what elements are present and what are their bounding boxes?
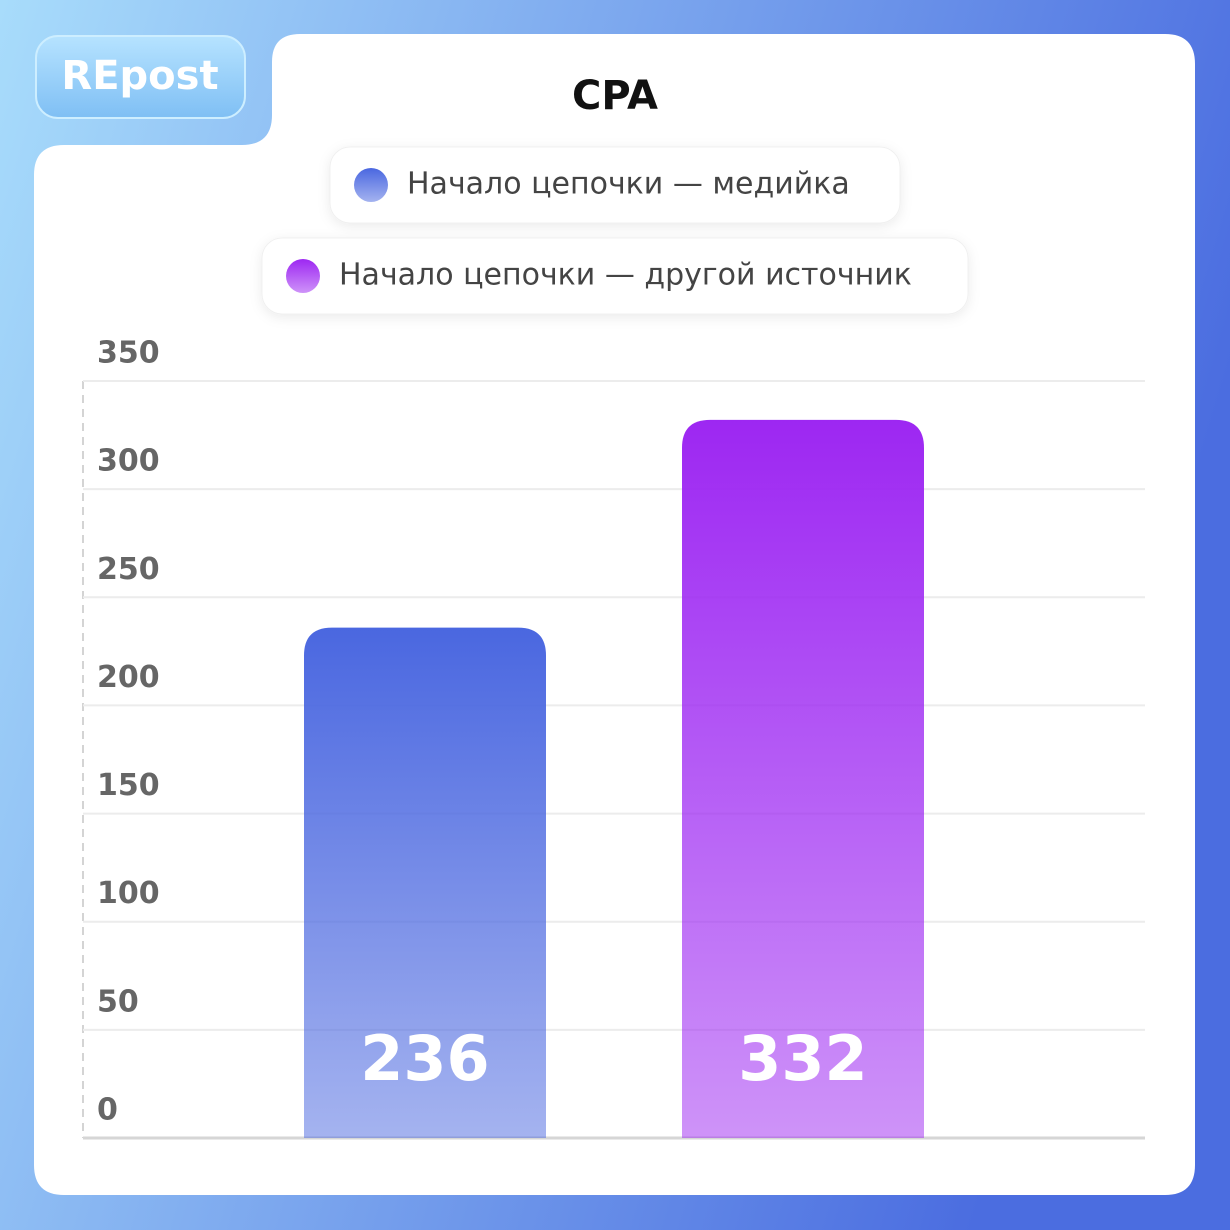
bar xyxy=(304,627,546,1138)
y-tick-label: 100 xyxy=(97,876,160,911)
y-tick-label: 50 xyxy=(97,984,139,1019)
y-tick-label: 250 xyxy=(97,552,160,587)
legend-swatch xyxy=(354,168,388,202)
data-label: 236 xyxy=(360,1022,489,1095)
y-tick-label: 350 xyxy=(97,336,160,371)
legend-label: Начало цепочки — другой источник xyxy=(339,258,912,293)
legend-item xyxy=(261,237,969,315)
brand: REpost xyxy=(61,53,218,99)
bar xyxy=(682,419,924,1139)
legend-item xyxy=(329,146,901,224)
brand-badge xyxy=(35,35,246,119)
y-tick-label: 0 xyxy=(97,1093,118,1128)
y-tick-label: 150 xyxy=(97,768,160,803)
data-label: 332 xyxy=(738,1022,867,1095)
chart-title: CPA xyxy=(572,73,658,119)
legend-label: Начало цепочки — медийка xyxy=(407,167,850,202)
y-tick-label: 300 xyxy=(97,444,160,479)
legend-swatch xyxy=(286,259,320,293)
y-tick-label: 200 xyxy=(97,660,160,695)
